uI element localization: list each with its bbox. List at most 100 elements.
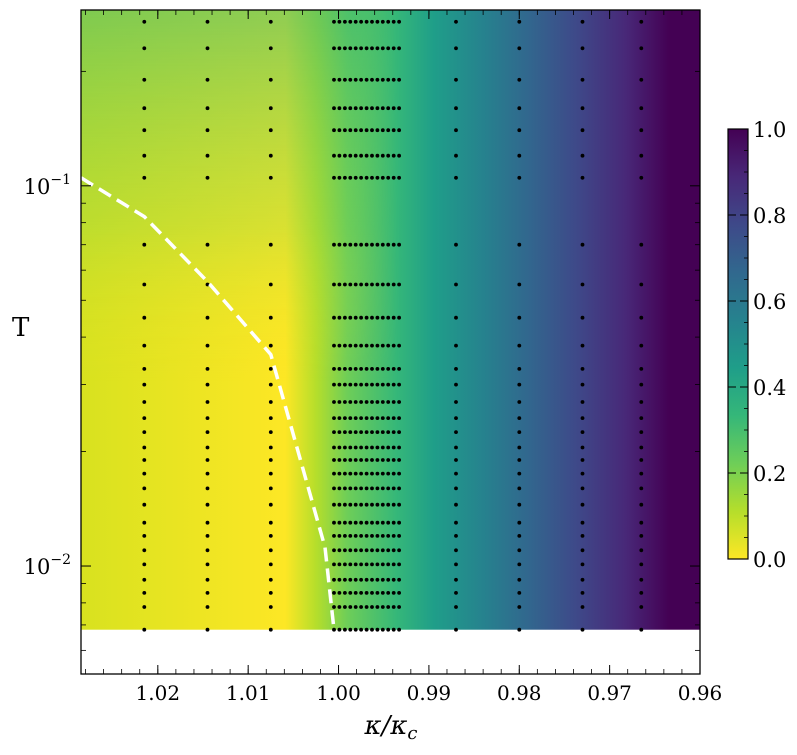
sample-point (343, 367, 347, 371)
sample-point (517, 175, 522, 180)
sample-point (343, 471, 347, 476)
sample-point (348, 548, 353, 553)
sample-point (397, 534, 401, 538)
sample-point (205, 106, 210, 111)
sample-point (353, 128, 358, 133)
sample-point (353, 315, 358, 320)
sample-point (348, 19, 353, 24)
sample-point (343, 19, 347, 24)
sample-point (380, 502, 385, 507)
sample-point (359, 343, 363, 348)
sample-point (454, 315, 458, 320)
sample-point (517, 282, 522, 287)
sample-point (337, 367, 342, 371)
sample-point (364, 282, 369, 287)
sample-point (580, 19, 585, 24)
sample-point (380, 19, 385, 24)
sample-point (364, 416, 369, 420)
sample-point (142, 19, 147, 24)
sample-point (353, 577, 358, 582)
colorbar-tick-label: 0.4 (753, 376, 786, 400)
colorbar: 0.0 0.2 0.4 0.6 0.8 1.0 (727, 118, 786, 572)
sample-point (454, 382, 458, 387)
sample-point (364, 382, 369, 387)
sample-point (359, 367, 363, 371)
sample-point (337, 430, 342, 434)
sample-point (268, 445, 273, 450)
sample-point (370, 282, 374, 287)
sample-point (580, 416, 585, 420)
sample-point (337, 445, 342, 450)
sample-point (205, 242, 210, 247)
sample-point (142, 242, 147, 247)
sample-point (380, 175, 385, 180)
sample-point (380, 591, 385, 595)
sample-point (454, 534, 458, 538)
sample-point (375, 400, 380, 404)
sample-point (337, 77, 342, 82)
sample-point (332, 445, 336, 450)
sample-point (639, 315, 644, 320)
sample-point (142, 282, 147, 287)
sample-point (359, 627, 363, 632)
sample-point (454, 400, 458, 404)
sample-point (142, 471, 147, 476)
sample-point (380, 548, 385, 553)
sample-point (517, 77, 522, 82)
sample-point (332, 128, 336, 133)
sample-point (391, 153, 396, 158)
sample-point (353, 502, 358, 507)
sample-point (359, 577, 363, 582)
sample-point (580, 106, 585, 111)
sample-point (391, 548, 396, 553)
sample-point (370, 242, 374, 247)
sample-point (337, 128, 342, 133)
sample-point (386, 315, 391, 320)
sample-point (580, 343, 585, 348)
sample-point (454, 367, 458, 371)
sample-point (359, 175, 363, 180)
sample-point (375, 315, 380, 320)
sample-point (353, 19, 358, 24)
sample-point (359, 605, 363, 609)
sample-point (343, 577, 347, 582)
sample-point (391, 46, 396, 51)
sample-point (343, 591, 347, 595)
sample-point (380, 343, 385, 348)
sample-point (205, 46, 210, 51)
sample-point (142, 175, 147, 180)
sample-point (397, 445, 401, 450)
sample-point (268, 128, 273, 133)
sample-point (517, 367, 522, 371)
sample-point (348, 445, 353, 450)
sample-point (397, 520, 401, 525)
sample-point (348, 471, 353, 476)
sample-point (517, 627, 522, 632)
sample-point (348, 343, 353, 348)
sample-point (370, 400, 374, 404)
sample-point (142, 430, 147, 434)
sample-point (639, 627, 644, 632)
sample-point (517, 548, 522, 553)
sample-point (268, 520, 273, 525)
sample-point (337, 486, 342, 491)
sample-point (332, 46, 336, 51)
sample-point (332, 77, 336, 82)
sample-point (370, 343, 374, 348)
sample-point (332, 562, 336, 567)
sample-point (348, 520, 353, 525)
sample-point (386, 382, 391, 387)
sample-point (517, 605, 522, 609)
sample-point (454, 19, 458, 24)
sample-point (142, 77, 147, 82)
sample-point (343, 562, 347, 567)
sample-point (205, 534, 210, 538)
sample-point (364, 627, 369, 632)
sample-point (370, 458, 374, 462)
sample-point (391, 382, 396, 387)
sample-point (364, 430, 369, 434)
sample-point (332, 175, 336, 180)
sample-point (337, 175, 342, 180)
sample-point (580, 577, 585, 582)
sample-point (343, 548, 347, 553)
